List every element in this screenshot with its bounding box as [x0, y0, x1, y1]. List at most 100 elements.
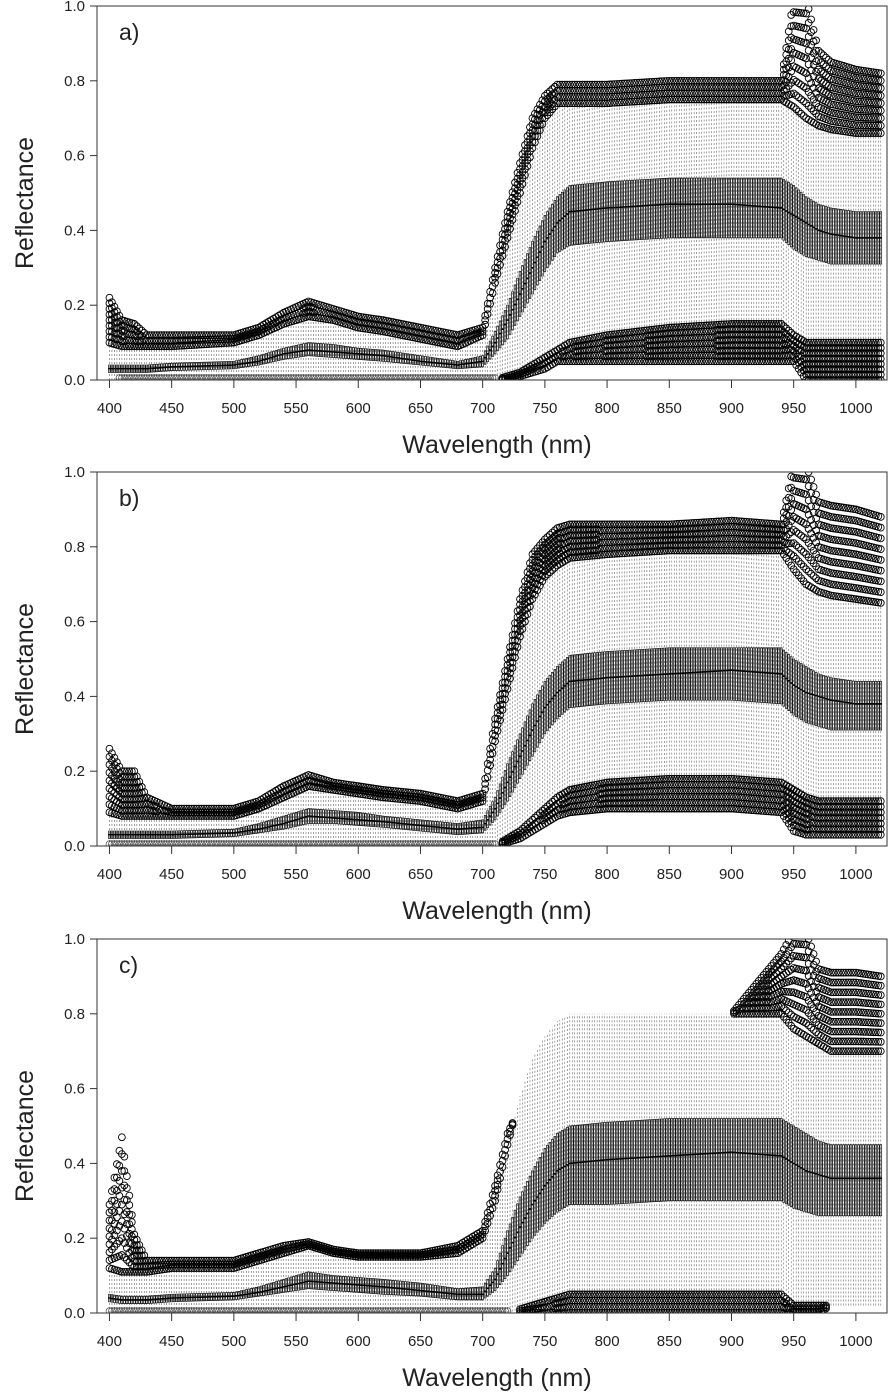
outlier-point — [108, 298, 116, 307]
box — [665, 177, 669, 239]
box — [695, 647, 698, 701]
outlier-point — [409, 374, 417, 380]
outlier-point — [212, 840, 221, 846]
outlier-point — [215, 339, 223, 348]
outlier-point — [652, 96, 661, 105]
outlier-point — [349, 374, 358, 380]
box — [752, 177, 756, 239]
outlier-point — [866, 129, 875, 138]
box — [663, 177, 666, 239]
outlier-point — [461, 840, 470, 846]
outlier-point — [874, 114, 883, 122]
outlier-point — [657, 96, 666, 104]
outlier-point — [110, 753, 119, 762]
outlier-point — [329, 374, 338, 380]
outlier-point — [167, 840, 176, 846]
outlier-point — [779, 91, 788, 100]
box — [359, 812, 362, 826]
x-tick-label: 550 — [284, 400, 309, 417]
outlier-point — [424, 374, 432, 380]
box — [819, 674, 823, 728]
box — [424, 356, 427, 366]
box — [879, 681, 883, 731]
box — [792, 658, 795, 716]
outlier-point — [118, 374, 126, 380]
outlier-point — [837, 127, 845, 135]
box — [832, 207, 835, 265]
outlier-point — [777, 89, 786, 98]
box — [745, 177, 748, 239]
outlier-point — [798, 0, 805, 2]
outlier-point — [789, 89, 798, 98]
outlier-point — [710, 357, 718, 366]
box — [737, 647, 741, 702]
outlier-point — [857, 113, 865, 122]
x-tick-label: 600 — [346, 400, 371, 417]
outlier-point — [399, 788, 407, 796]
outlier-point — [847, 120, 855, 129]
box — [254, 823, 258, 834]
outlier-point — [147, 812, 156, 820]
outlier-point — [503, 679, 512, 687]
box — [416, 354, 420, 366]
box — [735, 647, 738, 701]
outlier-point — [297, 374, 305, 380]
box — [600, 181, 604, 243]
outlier-point — [854, 113, 863, 122]
outlier-point — [138, 374, 146, 380]
outlier-point — [386, 374, 395, 380]
outlier-point — [147, 840, 156, 846]
outlier-point — [182, 840, 191, 846]
outlier-point — [130, 320, 139, 328]
outlier-point — [528, 821, 537, 830]
outlier-point — [192, 336, 201, 344]
outlier-point — [508, 658, 517, 667]
box — [608, 181, 611, 242]
outlier-point — [857, 66, 865, 75]
outlier-point — [162, 374, 171, 380]
outlier-point — [123, 374, 131, 380]
outlier-point — [876, 121, 885, 130]
box — [478, 819, 482, 834]
outlier-point — [277, 374, 285, 380]
outlier-point — [118, 342, 126, 351]
box — [809, 669, 813, 725]
box — [685, 647, 688, 701]
outlier-point — [202, 374, 211, 380]
outlier-point — [804, 32, 813, 41]
outlier-point — [394, 374, 402, 380]
box — [337, 810, 340, 825]
outlier-point — [789, 8, 798, 16]
outlier-point — [294, 374, 303, 380]
outlier-point — [511, 207, 519, 215]
outlier-point — [147, 374, 156, 380]
outlier-point — [237, 840, 246, 846]
median-layer — [108, 203, 882, 370]
outlier-point — [364, 325, 373, 333]
outlier-point — [876, 76, 885, 85]
outlier-point — [876, 360, 885, 368]
outlier-point — [389, 374, 397, 380]
box — [792, 185, 795, 250]
outlier-point — [391, 374, 400, 380]
box — [501, 315, 504, 346]
outlier-point — [543, 95, 552, 103]
outlier-point — [401, 840, 410, 846]
outlier-point — [834, 126, 843, 135]
outlier-point — [175, 374, 183, 380]
outlier-point — [202, 840, 211, 846]
outlier-point — [807, 53, 815, 62]
outlier-point — [416, 374, 425, 380]
outlier-point — [376, 785, 385, 794]
box — [630, 179, 634, 241]
box — [690, 177, 693, 239]
box — [573, 184, 576, 246]
outlier-point — [192, 340, 201, 349]
outlier-point — [518, 829, 527, 837]
outlier-point — [809, 107, 818, 115]
outlier-point — [459, 840, 467, 846]
outlier-point — [292, 374, 300, 380]
outlier-point — [874, 91, 883, 100]
outlier-point — [849, 120, 858, 129]
box — [284, 814, 288, 829]
